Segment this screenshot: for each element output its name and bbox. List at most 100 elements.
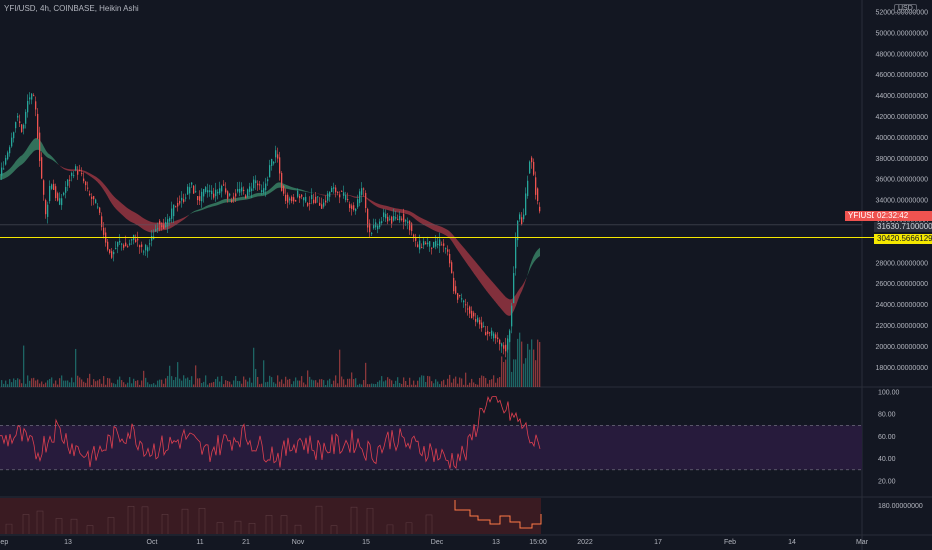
volume-bar: [301, 376, 303, 387]
ema-ribbon-segment: [386, 205, 388, 211]
ema-ribbon-segment: [62, 166, 64, 170]
candle-body: [71, 172, 73, 176]
candle-body: [409, 220, 411, 231]
volume-bar: [525, 358, 527, 387]
candle-body: [237, 189, 239, 192]
volume-bar: [403, 377, 405, 387]
ema-ribbon-segment: [68, 168, 70, 171]
candle-body: [395, 217, 397, 219]
volume-bar: [121, 380, 123, 387]
volume-bar: [167, 375, 169, 387]
ema-ribbon-segment: [182, 217, 184, 221]
volume-bar: [329, 378, 331, 387]
candle-body: [321, 204, 323, 209]
candle-body: [141, 244, 143, 247]
volume-bar: [243, 376, 245, 387]
volume-bar: [521, 341, 523, 387]
candle-body: [407, 221, 409, 224]
ema-ribbon-segment: [224, 198, 226, 203]
ema-ribbon-segment: [332, 194, 334, 195]
price-axis-tick-label: 48000.00000000: [875, 51, 928, 58]
volume-bar: [97, 380, 99, 387]
horizontal-line-price-tag[interactable]: 30420.56661292: [874, 234, 932, 244]
volume-bar: [535, 360, 537, 387]
volume-bar: [373, 383, 375, 387]
volume-bar: [483, 376, 485, 387]
volume-bar: [59, 378, 61, 387]
candle-body: [259, 184, 261, 186]
ema-ribbon-segment: [64, 167, 66, 170]
volume-bar: [479, 377, 481, 387]
ema-ribbon-segment: [44, 146, 46, 157]
candle-body: [227, 191, 229, 199]
volume-bar: [387, 377, 389, 387]
volume-bar: [159, 379, 161, 387]
volume-bar: [81, 379, 83, 387]
candle-body: [453, 277, 455, 292]
ema-ribbon-segment: [418, 216, 420, 223]
candle-body: [397, 218, 399, 220]
candle-body: [529, 161, 531, 174]
ema-ribbon-segment: [472, 257, 474, 274]
ema-ribbon-segment: [94, 175, 96, 181]
candle-body: [51, 184, 53, 189]
volume-bar: [441, 381, 443, 387]
ema-ribbon-segment: [370, 199, 372, 204]
volume-bar: [311, 379, 313, 387]
candle-body: [7, 152, 9, 160]
ema-ribbon-segment: [130, 209, 132, 223]
candle-body: [95, 199, 97, 204]
volume-bar: [213, 381, 215, 387]
candle-body: [339, 194, 341, 198]
ema-ribbon-segment: [410, 211, 412, 217]
volume-bar: [325, 384, 327, 387]
volume-bar: [137, 380, 139, 387]
candle-body: [485, 332, 487, 336]
ema-ribbon-segment: [204, 206, 206, 210]
symbol-price-tag: YFIUSD: [845, 211, 877, 221]
candle-body: [229, 193, 231, 196]
candle-body: [263, 188, 265, 193]
volume-bar: [531, 339, 533, 387]
volume-bar: [299, 380, 301, 387]
candle-body: [331, 187, 333, 193]
volume-bar: [11, 382, 13, 387]
candle-body: [211, 190, 213, 195]
ema-ribbon-segment: [100, 179, 102, 188]
volume-bar: [355, 378, 357, 387]
candle-body: [225, 188, 227, 193]
volume-bar: [235, 375, 237, 387]
ema-ribbon-segment: [176, 219, 178, 225]
volume-bar: [283, 383, 285, 387]
candle-body: [493, 333, 495, 339]
currency-button[interactable]: USD: [894, 4, 917, 13]
volume-bar: [361, 384, 363, 387]
volume-bar: [409, 377, 411, 387]
volume-bar: [305, 384, 307, 387]
volume-bar: [151, 384, 153, 387]
volume-bar: [247, 381, 249, 387]
lower-pane-step: [22, 514, 30, 534]
candle-body: [177, 202, 179, 207]
candle-body: [205, 187, 207, 192]
volume-bar: [203, 381, 205, 387]
candle-body: [301, 194, 303, 197]
ema-ribbon-segment: [450, 231, 452, 242]
ema-ribbon-segment: [54, 158, 56, 163]
candle-body: [367, 208, 369, 228]
ema-ribbon-segment: [256, 192, 258, 197]
volume-bar: [53, 383, 55, 387]
volume-bar: [29, 380, 31, 387]
volume-bar: [169, 365, 171, 387]
ema-ribbon-segment: [458, 240, 460, 254]
volume-bar: [1, 380, 3, 387]
candle-body: [497, 337, 499, 340]
candle-body: [77, 170, 79, 175]
ema-ribbon-segment: [434, 224, 436, 232]
volume-bar: [377, 381, 379, 387]
candle-body: [363, 188, 365, 190]
volume-bar: [99, 379, 101, 387]
volume-bar: [75, 348, 77, 387]
ema-ribbon-segment: [406, 210, 408, 215]
